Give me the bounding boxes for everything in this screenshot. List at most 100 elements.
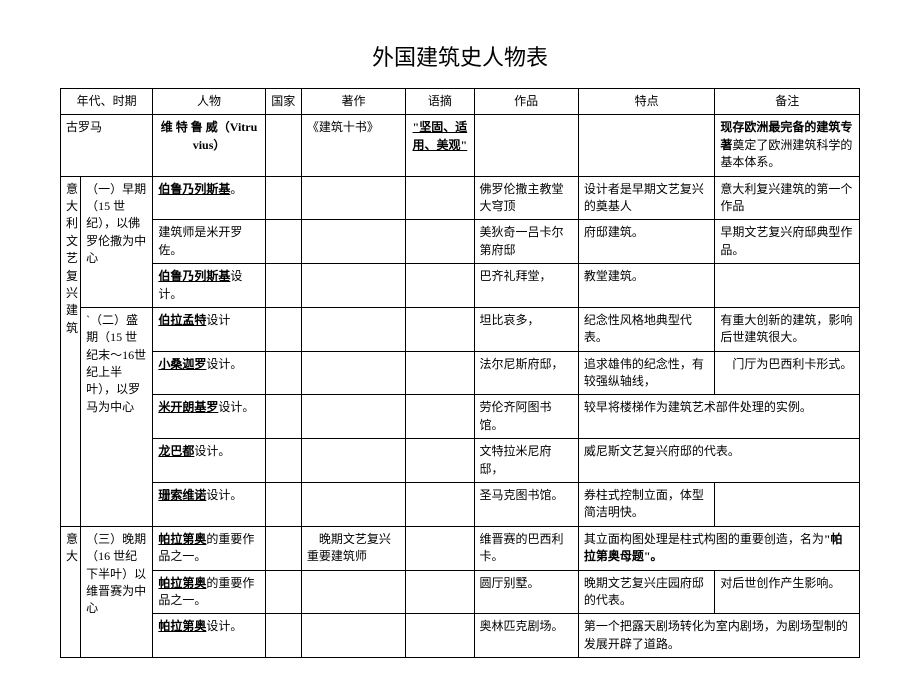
era-cell: 古罗马 xyxy=(61,115,153,176)
book-cell xyxy=(301,220,405,264)
col-book: 著作 xyxy=(301,89,405,115)
trait-cell: 其立面构图处理是柱式构图的重要创造，名为"帕拉第奥母题"。 xyxy=(578,526,859,570)
trait-cell: 纪念性风格地典型代表。 xyxy=(578,307,715,351)
work-cell: 美狄奇一吕卡尔第府邸 xyxy=(474,220,578,264)
table-row: 帕拉第奥设计。 奥林匹克剧场。 第一个把露天剧场转化为室内剧场，为剧场型制的发展… xyxy=(61,614,860,658)
person-cell: 小桑迦罗设计。 xyxy=(153,351,265,395)
trait-cell: 追求雄伟的纪念性，有较强纵轴线， xyxy=(578,351,715,395)
book-cell xyxy=(301,439,405,483)
country-cell xyxy=(265,483,301,527)
trait-cell: 威尼斯文艺复兴府邸的代表。 xyxy=(578,439,859,483)
country-cell xyxy=(265,176,301,220)
person-cell: 珊索维诺设计。 xyxy=(153,483,265,527)
book-cell: 《建筑十书》 xyxy=(301,115,405,176)
work-cell: 文特拉米尼府邸， xyxy=(474,439,578,483)
col-person: 人物 xyxy=(153,89,265,115)
work-cell: 法尔尼斯府邸， xyxy=(474,351,578,395)
book-cell xyxy=(301,176,405,220)
note-cell: 对后世创作产生影响。 xyxy=(715,570,860,614)
era-cell: （三）晚期（16 世纪下半叶）以维晋赛为中心 xyxy=(81,526,153,657)
person-cell: 伯鲁乃列斯基。 xyxy=(153,176,265,220)
book-cell xyxy=(301,570,405,614)
col-work: 作品 xyxy=(474,89,578,115)
note-cell: 现存欧洲最完备的建筑专著奠定了欧洲建筑科学的基本体系。 xyxy=(715,115,860,176)
quote-cell xyxy=(406,570,474,614)
note-cell xyxy=(715,264,860,308)
country-cell xyxy=(265,307,301,351)
note-cell: 意大利复兴建筑的第一个作品 xyxy=(715,176,860,220)
table-row: 建筑师是米开罗佐。 美狄奇一吕卡尔第府邸 府邸建筑。 早期文艺复兴府邸典型作品。 xyxy=(61,220,860,264)
trait-cell: 较早将楼梯作为建筑艺术部件处理的实例。 xyxy=(578,395,859,439)
book-cell xyxy=(301,351,405,395)
note-cell: 门厅为巴西利卡形式。 xyxy=(715,351,860,395)
work-cell: 佛罗伦撒主教堂大穹顶 xyxy=(474,176,578,220)
trait-cell: 教堂建筑。 xyxy=(578,264,715,308)
quote-cell xyxy=(406,439,474,483)
quote-cell: "坚固、适用、美观" xyxy=(406,115,474,176)
page-title: 外国建筑史人物表 xyxy=(60,40,860,72)
table-row: 意大 （三）晚期（16 世纪下半叶）以维晋赛为中心 帕拉第奥的重要作品之一。 晚… xyxy=(61,526,860,570)
quote-cell xyxy=(406,220,474,264)
work-cell: 巴齐礼拜堂， xyxy=(474,264,578,308)
quote-cell xyxy=(406,351,474,395)
book-cell xyxy=(301,614,405,658)
person-cell: 米开朗基罗设计。 xyxy=(153,395,265,439)
table-row: 意大利文艺复兴建筑 （一）早期（15 世纪），以佛罗伦撒为中心 伯鲁乃列斯基。 … xyxy=(61,176,860,220)
book-cell xyxy=(301,483,405,527)
quote-cell xyxy=(406,264,474,308)
book-cell: 晚期文艺复兴重要建筑师 xyxy=(301,526,405,570)
table-row: 珊索维诺设计。 圣马克图书馆。 券柱式控制立面，体型简洁明快。 xyxy=(61,483,860,527)
quote-cell xyxy=(406,307,474,351)
col-country: 国家 xyxy=(265,89,301,115)
work-cell: 圆厅别墅。 xyxy=(474,570,578,614)
work-cell: 坦比哀多， xyxy=(474,307,578,351)
trait-cell: 府邸建筑。 xyxy=(578,220,715,264)
work-cell: 奥林匹克剧场。 xyxy=(474,614,578,658)
quote-cell xyxy=(406,176,474,220)
table-header-row: 年代、时期 人物 国家 著作 语摘 作品 特点 备注 xyxy=(61,89,860,115)
era-cell: `（二）盛期（15 世纪末～16世纪上半叶），以罗马为中心 xyxy=(81,307,153,526)
era-group-cell: 意大利文艺复兴建筑 xyxy=(61,176,81,526)
book-cell xyxy=(301,307,405,351)
table-row: 古罗马 维 特 鲁 威（Vitruvius） 《建筑十书》 "坚固、适用、美观"… xyxy=(61,115,860,176)
col-note: 备注 xyxy=(715,89,860,115)
table-row: 米开朗基罗设计。 劳伦齐阿图书馆。 较早将楼梯作为建筑艺术部件处理的实例。 xyxy=(61,395,860,439)
country-cell xyxy=(265,526,301,570)
quote-cell xyxy=(406,614,474,658)
note-cell: 早期文艺复兴府邸典型作品。 xyxy=(715,220,860,264)
col-trait: 特点 xyxy=(578,89,715,115)
trait-cell: 设计者是早期文艺复兴的奠基人 xyxy=(578,176,715,220)
era-cell: （一）早期（15 世纪），以佛罗伦撒为中心 xyxy=(81,176,153,307)
quote-cell xyxy=(406,395,474,439)
person-cell: 维 特 鲁 威（Vitruvius） xyxy=(153,115,265,176)
person-cell: 龙巴都设计。 xyxy=(153,439,265,483)
country-cell xyxy=(265,351,301,395)
table-row: 帕拉第奥的重要作品之一。 圆厅别墅。 晚期文艺复兴庄园府邸的代表。 对后世创作产… xyxy=(61,570,860,614)
country-cell xyxy=(265,439,301,483)
trait-cell: 第一个把露天剧场转化为室内剧场，为剧场型制的发展开辟了道路。 xyxy=(578,614,859,658)
country-cell xyxy=(265,570,301,614)
country-cell xyxy=(265,264,301,308)
book-cell xyxy=(301,264,405,308)
table-row: 小桑迦罗设计。 法尔尼斯府邸， 追求雄伟的纪念性，有较强纵轴线， 门厅为巴西利卡… xyxy=(61,351,860,395)
country-cell xyxy=(265,395,301,439)
work-cell: 圣马克图书馆。 xyxy=(474,483,578,527)
trait-cell: 晚期文艺复兴庄园府邸的代表。 xyxy=(578,570,715,614)
note-cell xyxy=(715,483,860,527)
country-cell xyxy=(265,614,301,658)
quote-cell xyxy=(406,483,474,527)
era-group-cell: 意大 xyxy=(61,526,81,657)
col-era: 年代、时期 xyxy=(61,89,153,115)
country-cell xyxy=(265,220,301,264)
country-cell xyxy=(265,115,301,176)
history-table: 年代、时期 人物 国家 著作 语摘 作品 特点 备注 古罗马 维 特 鲁 威（V… xyxy=(60,88,860,658)
person-cell: 帕拉第奥的重要作品之一。 xyxy=(153,526,265,570)
person-cell: 建筑师是米开罗佐。 xyxy=(153,220,265,264)
person-cell: 伯拉孟特设计 xyxy=(153,307,265,351)
book-cell xyxy=(301,395,405,439)
person-cell: 伯鲁乃列斯基设计。 xyxy=(153,264,265,308)
work-cell: 劳伦齐阿图书馆。 xyxy=(474,395,578,439)
work-cell xyxy=(474,115,578,176)
table-row: `（二）盛期（15 世纪末～16世纪上半叶），以罗马为中心 伯拉孟特设计 坦比哀… xyxy=(61,307,860,351)
col-quote: 语摘 xyxy=(406,89,474,115)
